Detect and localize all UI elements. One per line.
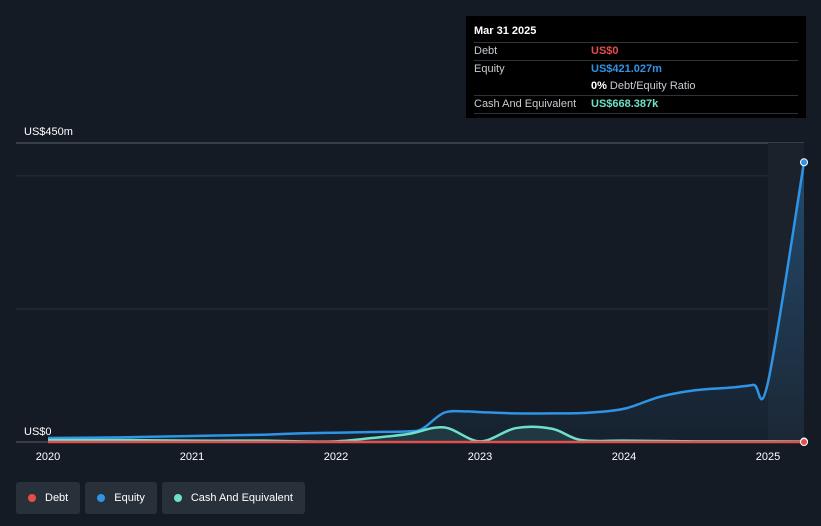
tooltip-row-cash: Cash And Equivalent US$668.387k bbox=[474, 95, 798, 114]
legend-debt-label: Debt bbox=[45, 492, 69, 504]
equity-line bbox=[47, 162, 806, 440]
debt-dot-icon bbox=[28, 494, 36, 502]
cash-dot-icon bbox=[173, 494, 182, 502]
equity-end-point bbox=[800, 158, 808, 167]
x-tick-label-2021: 2021 bbox=[180, 451, 204, 463]
x-tick-label-2020: 2020 bbox=[36, 451, 60, 463]
x-tick-label-2023: 2023 bbox=[468, 451, 492, 463]
x-tick-label-2025: 2025 bbox=[756, 451, 780, 463]
equity-dot-icon bbox=[97, 494, 106, 502]
legend-equity-label: Equity bbox=[114, 492, 145, 504]
tooltip-cash-label: Cash And Equivalent bbox=[474, 98, 577, 110]
tooltip-debt-label: Debt bbox=[474, 45, 498, 57]
cash-area bbox=[48, 426, 804, 442]
tooltip-cash-value: US$668.387k bbox=[591, 98, 659, 110]
y-axis-label-max: US$450m bbox=[24, 126, 73, 138]
y-axis-label-zero: US$0 bbox=[24, 426, 52, 438]
tooltip-row-equity: Equity US$421.027m bbox=[474, 60, 798, 78]
tooltip-equity-label: Equity bbox=[474, 63, 505, 75]
tooltip-equity-value: US$421.027m bbox=[591, 63, 662, 75]
tooltip-date: Mar 31 2025 bbox=[474, 25, 537, 37]
legend-item-cash[interactable]: Cash And Equivalent bbox=[161, 482, 305, 514]
x-tick-label-2024: 2024 bbox=[612, 451, 636, 463]
tooltip-row-ratio: 0% Debt/Equity Ratio bbox=[474, 78, 798, 95]
tooltip-ratio-label bbox=[474, 78, 591, 95]
tooltip-ratio-text: Debt/Equity Ratio bbox=[609, 80, 696, 92]
legend-cash-label: Cash And Equivalent bbox=[190, 492, 293, 504]
tooltip-row-debt: Debt US$0 bbox=[474, 42, 798, 60]
legend-item-debt[interactable]: Debt bbox=[16, 482, 81, 514]
chart-legend: Debt Equity Cash And Equivalent bbox=[16, 482, 305, 514]
hover-tooltip: Mar 31 2025 Debt US$0 Equity US$421.027m… bbox=[466, 16, 806, 118]
legend-item-equity[interactable]: Equity bbox=[85, 482, 157, 514]
x-tick-label-2022: 2022 bbox=[324, 451, 348, 463]
equity-area bbox=[48, 162, 804, 442]
tooltip-ratio-value: 0% bbox=[591, 80, 607, 92]
debt-end-point bbox=[800, 438, 808, 446]
tooltip-debt-value: US$0 bbox=[591, 45, 619, 57]
